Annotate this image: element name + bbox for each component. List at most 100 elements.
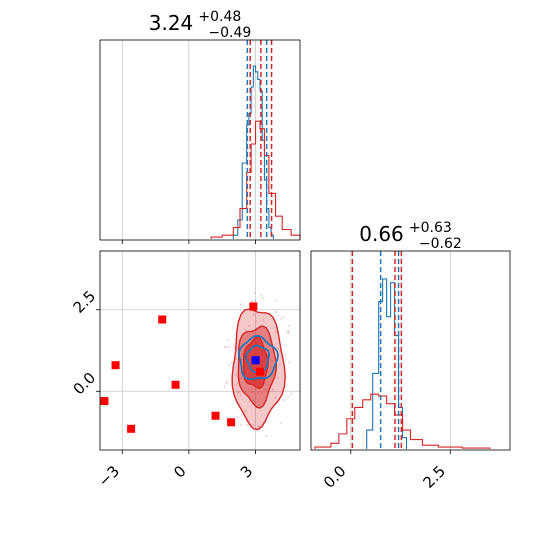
quantile-lines [246, 40, 273, 240]
sample-point [227, 339, 230, 342]
sample-point [265, 434, 268, 437]
sample-point [251, 300, 253, 303]
sample-point [274, 330, 277, 333]
sample-point [274, 299, 277, 302]
sample-point [268, 338, 271, 341]
sample-point [277, 347, 279, 350]
sample-point [244, 410, 247, 412]
x-ticks: −3 0 3 [95, 450, 256, 490]
sample-point [280, 317, 282, 320]
sample-point [234, 384, 237, 387]
quantile-lines [351, 251, 403, 450]
sample-point [279, 363, 281, 365]
grid [121, 40, 256, 240]
sample-point [228, 345, 231, 348]
sample-point [261, 392, 263, 394]
red-marker [256, 367, 264, 376]
sample-point [231, 361, 233, 364]
axes-frame [99, 39, 301, 241]
sample-point [223, 386, 226, 388]
sample-point [245, 419, 248, 422]
title-plus-error: +0.48 [198, 9, 241, 25]
histogram-step [232, 65, 274, 239]
sample-point [279, 422, 282, 425]
sample-point [260, 324, 262, 327]
sample-point [251, 391, 253, 394]
red-marker [111, 361, 120, 370]
tick-label: 2.5 [70, 287, 100, 317]
sample-point [262, 319, 265, 321]
red-marker [100, 397, 109, 406]
sample-point [226, 380, 228, 383]
sample-point [275, 396, 277, 399]
sample-point [287, 332, 289, 334]
red-marker [227, 418, 236, 427]
red-marker [211, 411, 220, 420]
y-ticks: 0.0 2.5 [70, 287, 100, 398]
histogram-step [314, 393, 491, 449]
marginal-histogram-param1: 3.24 +0.48 −0.49 [99, 6, 301, 244]
sample-point [234, 346, 236, 349]
tick-label: 3 [237, 462, 256, 481]
axes-frame [310, 250, 511, 451]
x-ticks [121, 240, 256, 244]
title-minus-error: −0.49 [208, 25, 251, 41]
sample-point [282, 399, 284, 402]
sample-point [238, 390, 241, 393]
sample-point [248, 400, 251, 402]
sample-point [239, 303, 242, 306]
x-ticks: 0.0 2.5 [320, 450, 451, 492]
sample-point [256, 328, 258, 331]
joint-scatter-panel: −3 0 3 0.0 2.5 [70, 250, 301, 490]
red-marker [127, 424, 136, 433]
sample-point [235, 373, 237, 376]
sample-point [290, 392, 292, 395]
sample-point [254, 292, 256, 294]
sample-point [248, 325, 250, 327]
sample-point [260, 294, 262, 297]
sample-point [237, 392, 239, 394]
tick-label: 0.0 [320, 462, 350, 492]
sample-point [259, 425, 261, 428]
sample-point [261, 297, 264, 299]
sample-point [253, 313, 255, 316]
sample-point [245, 424, 248, 427]
sample-point [287, 396, 289, 398]
contour-line [238, 334, 279, 381]
panel-title: 3.24 +0.48 −0.49 [149, 6, 252, 41]
tick-label: −3 [95, 462, 123, 490]
red-marker [249, 302, 258, 311]
sample-point [272, 374, 275, 376]
histogram-step [366, 278, 408, 449]
sample-point [237, 390, 240, 393]
red-marker [158, 315, 167, 324]
title-minus-error: −0.62 [419, 236, 462, 252]
sample-point [224, 382, 227, 385]
sample-point [255, 320, 257, 323]
sample-point [287, 325, 290, 327]
sample-point [257, 425, 259, 427]
title-plus-error: +0.63 [409, 220, 452, 236]
axes-frame [99, 250, 301, 451]
sample-point [240, 358, 243, 361]
sample-point [251, 423, 254, 426]
sample-point [241, 353, 244, 355]
histogram-series [314, 278, 491, 449]
sample-point [245, 329, 247, 332]
sample-point [227, 364, 230, 366]
sample-point [287, 330, 290, 333]
sample-point [235, 358, 237, 361]
sample-point [275, 310, 278, 313]
title-value: 3.24 [149, 11, 194, 35]
sample-point [277, 377, 279, 379]
panel-title: 0.66 +0.63 −0.62 [359, 217, 462, 252]
histogram-step [210, 120, 301, 239]
sample-point [282, 316, 284, 318]
sample-point [257, 392, 259, 394]
red-marker [171, 380, 180, 389]
tick-label: 2.5 [420, 462, 450, 492]
sample-point [239, 393, 242, 396]
sample-point [265, 389, 267, 391]
tick-label: 0 [170, 462, 189, 481]
